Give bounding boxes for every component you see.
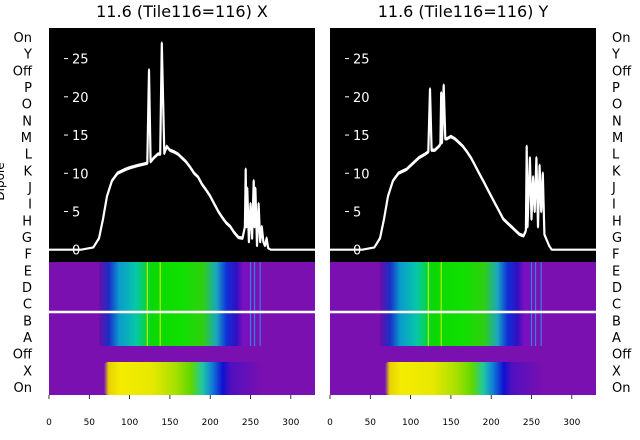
y-tick-label: 25 xyxy=(353,53,370,68)
y-tick-label: 5 xyxy=(72,206,80,221)
row-label: Off xyxy=(13,348,33,363)
series-line xyxy=(330,85,596,251)
x-tick-label: 250 xyxy=(242,418,259,428)
y-axis-label: Dipole xyxy=(0,162,7,200)
x-tick-label: 100 xyxy=(402,418,419,428)
row-label: H xyxy=(22,214,32,229)
x-tick-label: 200 xyxy=(483,418,500,428)
chart-title: 11.6 (Tile116=116) X xyxy=(96,2,268,21)
y-tick-label: 10 xyxy=(72,167,89,182)
row-label: G xyxy=(612,231,622,246)
x-tick-label: 200 xyxy=(202,418,219,428)
row-label: E xyxy=(612,264,620,279)
y-tick-label: 15 xyxy=(353,129,370,144)
x-tick-label: 250 xyxy=(523,418,540,428)
row-label: M xyxy=(21,131,32,146)
row-label: On xyxy=(14,31,32,46)
row-label: Y xyxy=(611,48,620,63)
row-label: P xyxy=(24,81,32,96)
row-label: Off xyxy=(612,64,632,79)
x-tick-label: 0 xyxy=(327,418,333,428)
row-label: G xyxy=(22,231,32,246)
row-label: O xyxy=(22,98,32,113)
row-label: I xyxy=(28,198,32,213)
y-tick-label: 0 xyxy=(353,244,361,259)
y-tick-label: 10 xyxy=(353,167,370,182)
row-label: C xyxy=(612,298,621,313)
chart-title: 11.6 (Tile116=116) Y xyxy=(378,2,549,21)
x-tick-label: 150 xyxy=(442,418,459,428)
row-label: N xyxy=(22,114,32,129)
y-tick-label: 5 xyxy=(353,206,361,221)
row-label: On xyxy=(612,31,630,46)
x-tick-label: 300 xyxy=(282,418,299,428)
row-label: L xyxy=(612,148,620,163)
y-tick-label: 25 xyxy=(72,53,89,68)
row-label: K xyxy=(23,164,32,179)
heatmap-on-row xyxy=(384,362,544,395)
heatmap-on-row xyxy=(103,362,263,395)
heatmap-dipoles xyxy=(98,262,267,346)
row-label: K xyxy=(612,164,621,179)
heatmap-dipoles xyxy=(379,262,548,346)
y-tick-label: 0 xyxy=(72,244,80,259)
row-label: J xyxy=(27,181,32,196)
row-label: H xyxy=(612,214,622,229)
row-label: Off xyxy=(13,64,33,79)
y-tick-label: 20 xyxy=(72,91,89,106)
plot-background xyxy=(49,28,315,262)
y-tick-label: 15 xyxy=(72,129,89,144)
row-label: L xyxy=(25,148,33,163)
row-label: Y xyxy=(23,48,32,63)
x-tick-label: 300 xyxy=(563,418,580,428)
row-label: A xyxy=(612,331,621,346)
row-label: D xyxy=(612,281,622,296)
row-label: J xyxy=(611,181,616,196)
row-label: O xyxy=(612,98,622,113)
row-label: Off xyxy=(612,348,632,363)
row-label: B xyxy=(23,314,32,329)
row-label: E xyxy=(24,264,32,279)
row-label: B xyxy=(612,314,621,329)
row-label: N xyxy=(612,114,622,129)
x-tick-label: 50 xyxy=(84,418,96,428)
row-label: X xyxy=(23,364,32,379)
row-label: M xyxy=(612,131,623,146)
x-tick-label: 50 xyxy=(365,418,377,428)
x-tick-label: 150 xyxy=(161,418,178,428)
row-label: F xyxy=(612,248,619,263)
row-label: C xyxy=(23,298,32,313)
row-label: P xyxy=(612,81,620,96)
row-label: X xyxy=(612,364,621,379)
y-tick-label: 20 xyxy=(353,91,370,106)
x-tick-label: 0 xyxy=(46,418,52,428)
row-label: D xyxy=(22,281,32,296)
row-label: On xyxy=(612,381,630,396)
series-line xyxy=(49,43,315,251)
row-label: F xyxy=(25,248,32,263)
row-label: A xyxy=(23,331,32,346)
x-tick-label: 100 xyxy=(121,418,138,428)
row-label: I xyxy=(612,198,616,213)
row-label: On xyxy=(14,381,32,396)
